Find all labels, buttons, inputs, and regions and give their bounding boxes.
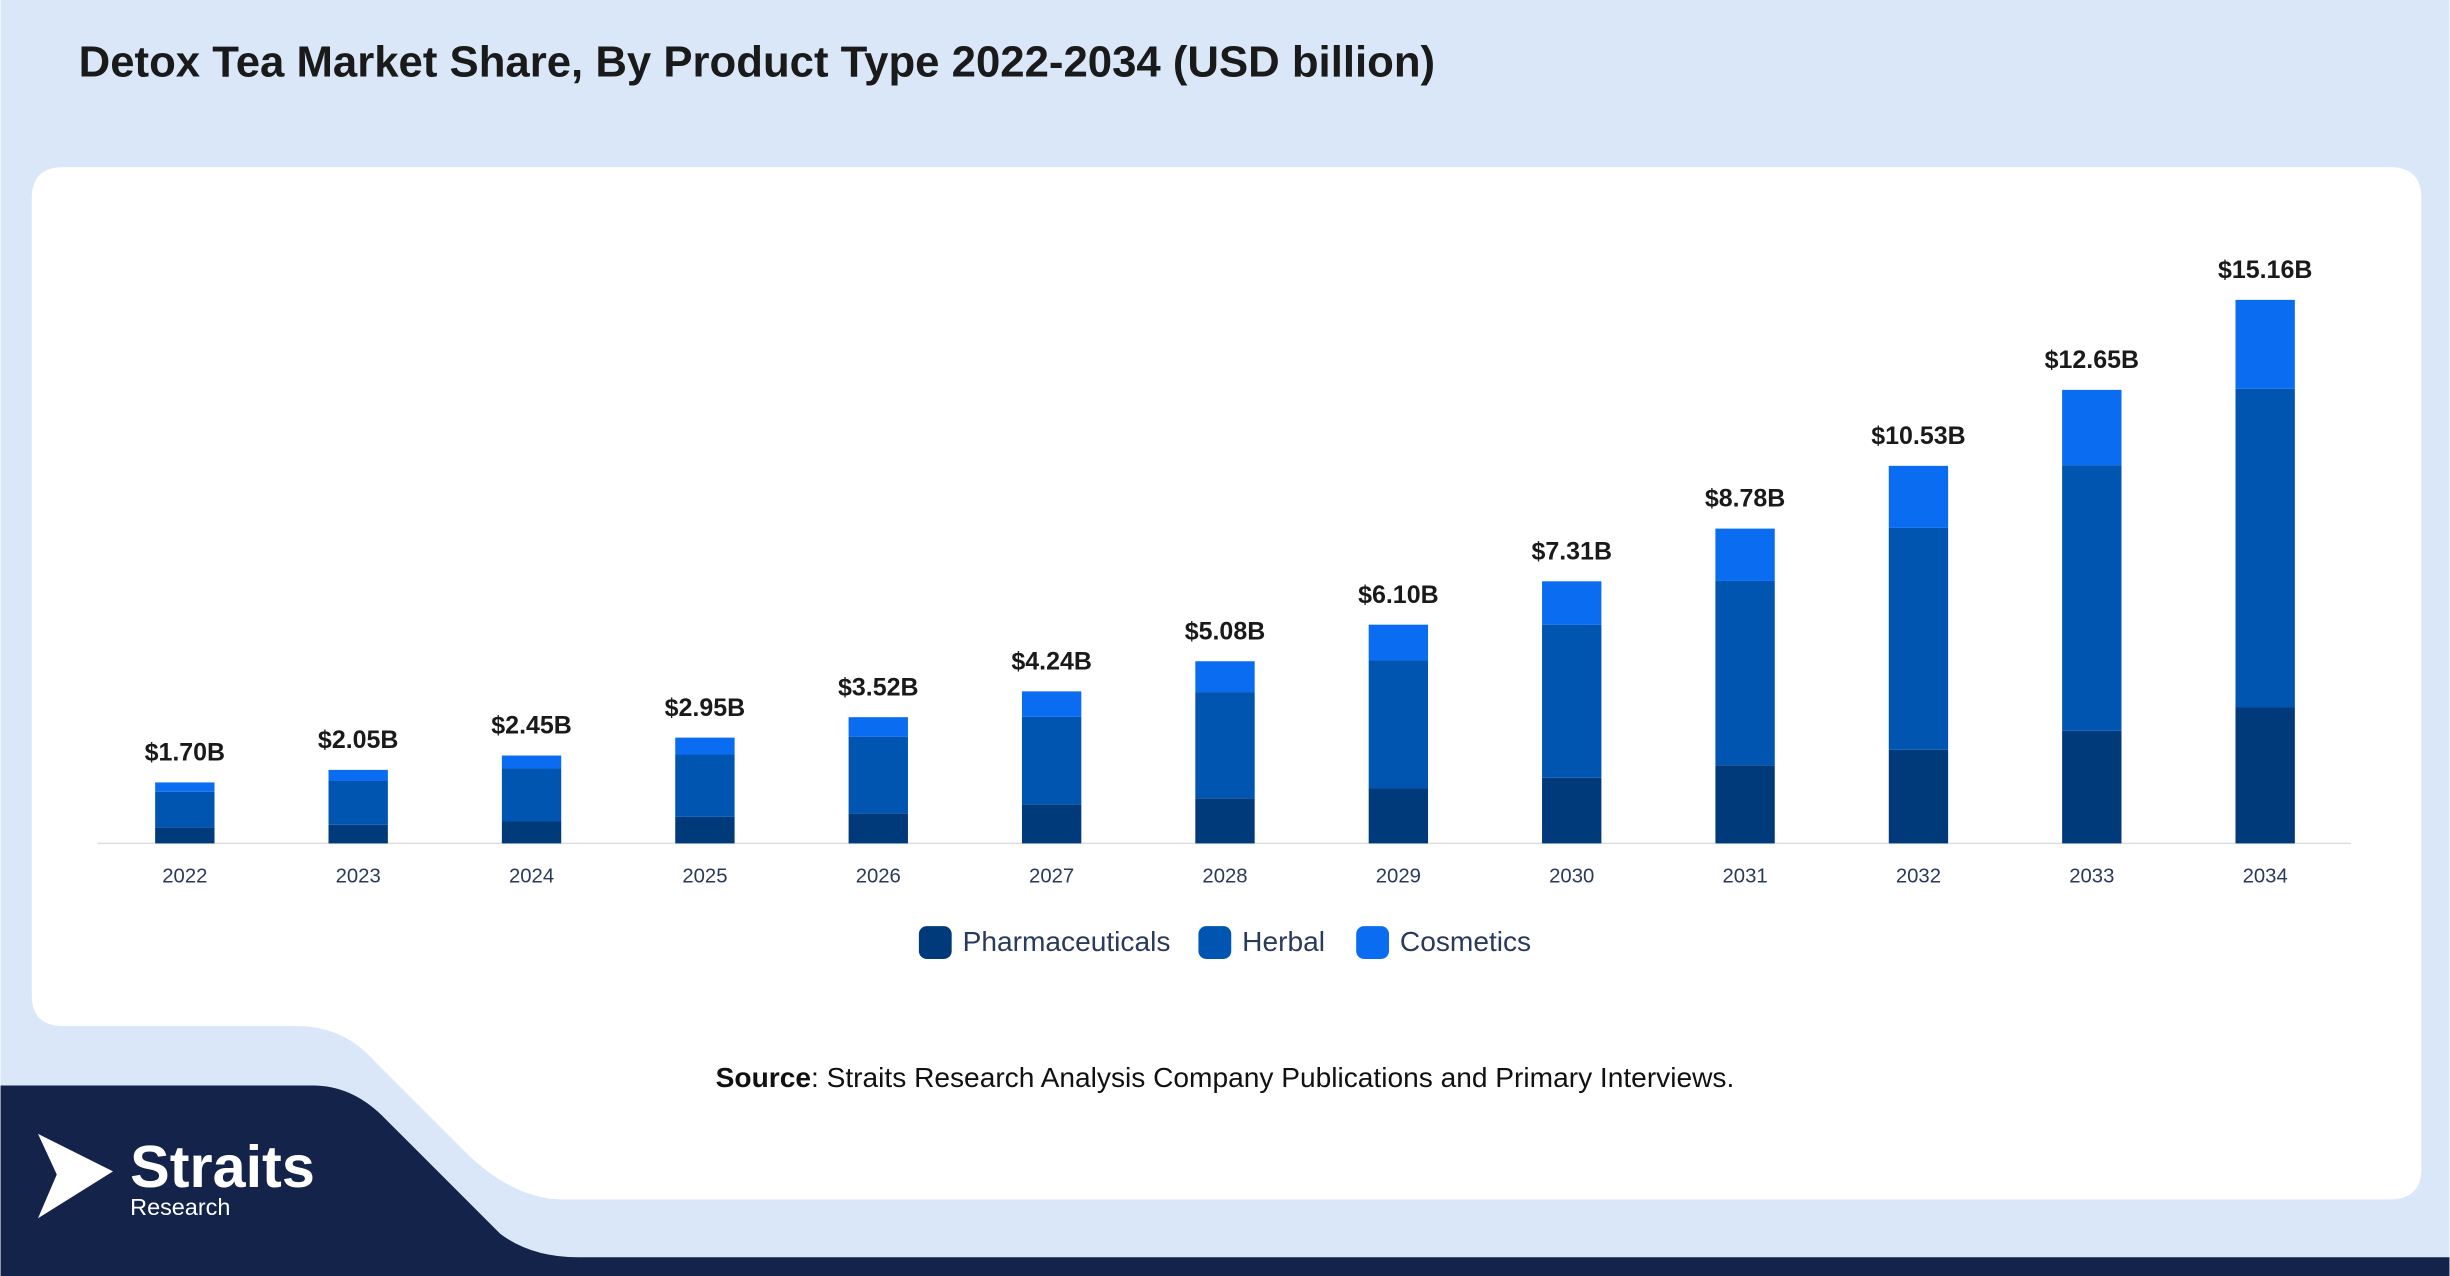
bar-segment [1368, 788, 1429, 844]
total-label: $2.95B [665, 694, 746, 722]
x-tick-label: 2031 [1723, 865, 1768, 887]
bar-segment [328, 780, 388, 825]
x-tick-label: 2024 [509, 865, 554, 887]
bar-segment [328, 824, 388, 844]
bar-segment [501, 821, 562, 844]
x-tick-label: 2029 [1376, 865, 1421, 887]
bar-segment [155, 827, 215, 844]
bar-segment [501, 768, 562, 822]
bar-segment [2062, 465, 2122, 731]
legend-swatch [918, 926, 952, 959]
bar-segment [1888, 465, 1949, 528]
bar-segment [2235, 299, 2295, 389]
legend-label: Cosmetics [1400, 926, 1531, 957]
x-tick-label: 2034 [2243, 865, 2288, 887]
legend-swatch [1198, 926, 1232, 959]
total-label: $15.16B [2218, 256, 2312, 284]
bar-segment [328, 769, 388, 781]
bar-segment [1195, 661, 1255, 693]
bar-segment [675, 816, 735, 844]
bar-segment [155, 791, 215, 828]
bar-segment [1368, 660, 1429, 789]
logo-icon [38, 1133, 113, 1219]
total-label: $1.70B [145, 739, 226, 767]
legend-swatch [1356, 926, 1389, 959]
bar-segment [1195, 798, 1255, 844]
bar-segment [2062, 389, 2122, 466]
x-tick-label: 2030 [1549, 865, 1594, 887]
bar-segment [1368, 624, 1429, 661]
x-tick-label: 2025 [682, 865, 727, 887]
total-label: $7.31B [1531, 537, 1612, 565]
bar-segment [1021, 716, 1082, 805]
total-label: $10.53B [1871, 422, 1965, 450]
source-label: Source [716, 1062, 811, 1093]
total-label: $6.10B [1358, 581, 1439, 609]
bar-segment [2235, 707, 2295, 844]
bar-segment [1542, 624, 1602, 778]
x-tick-label: 2032 [1896, 865, 1941, 887]
logo-panel [0, 1085, 2450, 1276]
bar-segment [2235, 388, 2295, 708]
bar-segment [1715, 765, 1775, 844]
chart-title: Detox Tea Market Share, By Product Type … [79, 38, 1436, 87]
total-label: $5.08B [1185, 617, 1266, 645]
bar-segment [1715, 580, 1775, 766]
total-label: $3.52B [838, 673, 919, 701]
bar-segment [1021, 691, 1082, 717]
total-label: $4.24B [1011, 648, 1092, 676]
x-tick-label: 2023 [336, 865, 381, 887]
bar-segment [848, 717, 908, 737]
bar-segment [1021, 804, 1082, 844]
bar-segment [1888, 749, 1949, 844]
logo-name: Straits [130, 1133, 315, 1200]
total-label: $8.78B [1705, 485, 1786, 513]
bar-segment [848, 736, 908, 814]
bar-segment [1888, 527, 1949, 750]
source-text: : Straits Research Analysis Company Publ… [811, 1062, 1734, 1093]
legend-label: Herbal [1242, 926, 1325, 957]
x-tick-label: 2026 [856, 865, 901, 887]
bar-segment [1195, 692, 1255, 799]
bar-segment [1542, 581, 1602, 625]
x-tick-label: 2022 [162, 865, 207, 887]
logo-sub: Research [130, 1194, 230, 1220]
x-tick-label: 2027 [1029, 865, 1074, 887]
total-label: $2.05B [318, 726, 399, 754]
bar-segment [501, 755, 562, 769]
bar-segment [2062, 730, 2122, 844]
bar-segment [155, 782, 215, 792]
total-label: $12.65B [2045, 346, 2139, 374]
legend-label: Pharmaceuticals [963, 926, 1171, 957]
bar-segment [848, 813, 908, 844]
bar-segment [675, 737, 735, 755]
bar-segment [675, 754, 735, 817]
x-tick-label: 2033 [2069, 865, 2114, 887]
bar-segment [1542, 777, 1602, 844]
x-tick-label: 2028 [1202, 865, 1247, 887]
total-label: $2.45B [491, 712, 572, 740]
source: Source: Straits Research Analysis Compan… [716, 1062, 1735, 1093]
bar-segment [1715, 528, 1775, 581]
